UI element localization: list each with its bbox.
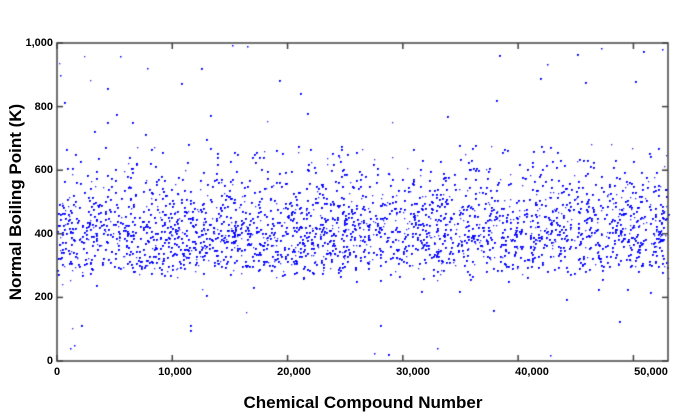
scatter-plot [0, 0, 696, 420]
